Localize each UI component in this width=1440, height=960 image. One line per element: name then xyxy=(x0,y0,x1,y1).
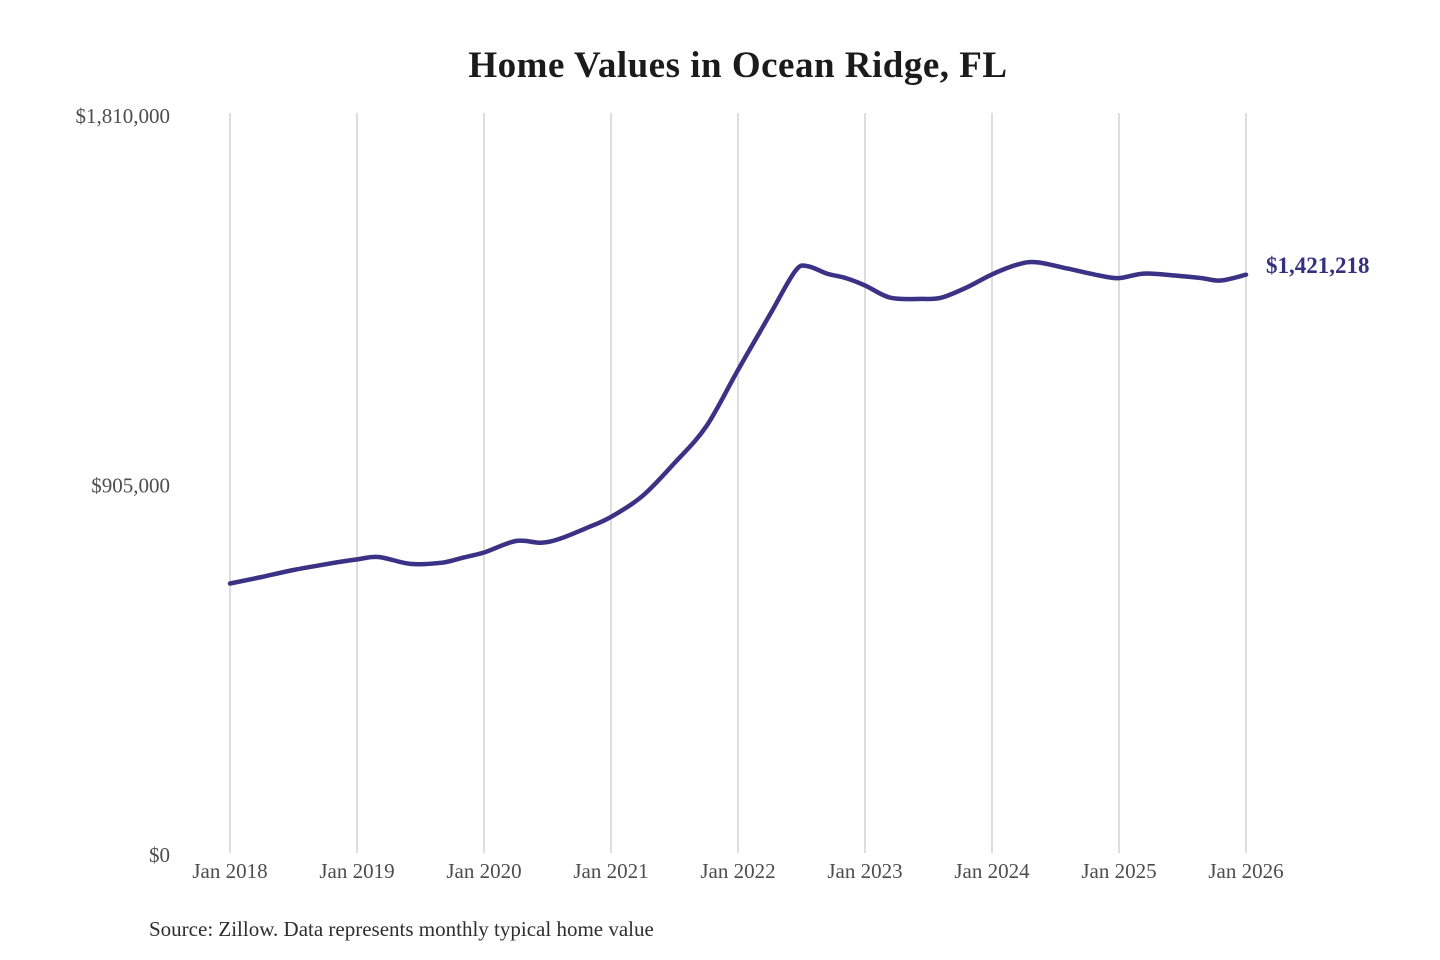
x-tick-label: Jan 2019 xyxy=(319,859,394,883)
x-tick-label: Jan 2024 xyxy=(954,859,1030,883)
x-tick-label: Jan 2018 xyxy=(192,859,267,883)
source-note: Source: Zillow. Data represents monthly … xyxy=(149,917,654,941)
x-tick-label: Jan 2025 xyxy=(1081,859,1156,883)
x-tick-label: Jan 2026 xyxy=(1208,859,1283,883)
home-value-line xyxy=(227,259,1249,586)
latest-value-label: $1,421,218 xyxy=(1266,253,1370,278)
x-tick-label: Jan 2022 xyxy=(700,859,775,883)
y-tick-label: $905,000 xyxy=(91,474,170,498)
y-tick-label: $1,810,000 xyxy=(76,104,171,128)
x-tick-label: Jan 2023 xyxy=(827,859,902,883)
y-tick-label: $0 xyxy=(149,843,170,867)
chart-title: Home Values in Ocean Ridge, FL xyxy=(468,45,1008,86)
x-tick-label: Jan 2020 xyxy=(446,859,521,883)
x-tick-label: Jan 2021 xyxy=(573,859,648,883)
